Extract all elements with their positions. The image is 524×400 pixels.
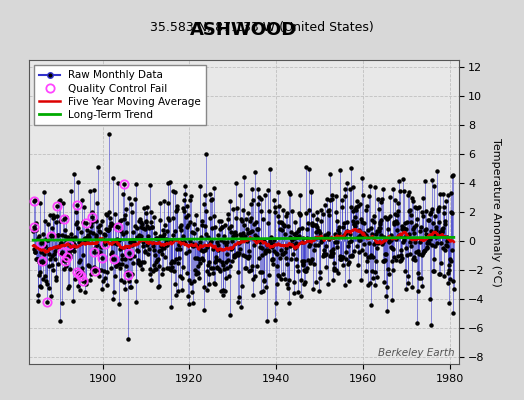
Text: Berkeley Earth: Berkeley Earth (378, 348, 454, 358)
Y-axis label: Temperature Anomaly (°C): Temperature Anomaly (°C) (492, 138, 501, 286)
Legend: Raw Monthly Data, Quality Control Fail, Five Year Moving Average, Long-Term Tren: Raw Monthly Data, Quality Control Fail, … (34, 65, 206, 125)
Text: 35.583 N, 87.133 W (United States): 35.583 N, 87.133 W (United States) (150, 21, 374, 34)
Title: ASHWOOD: ASHWOOD (190, 21, 297, 39)
